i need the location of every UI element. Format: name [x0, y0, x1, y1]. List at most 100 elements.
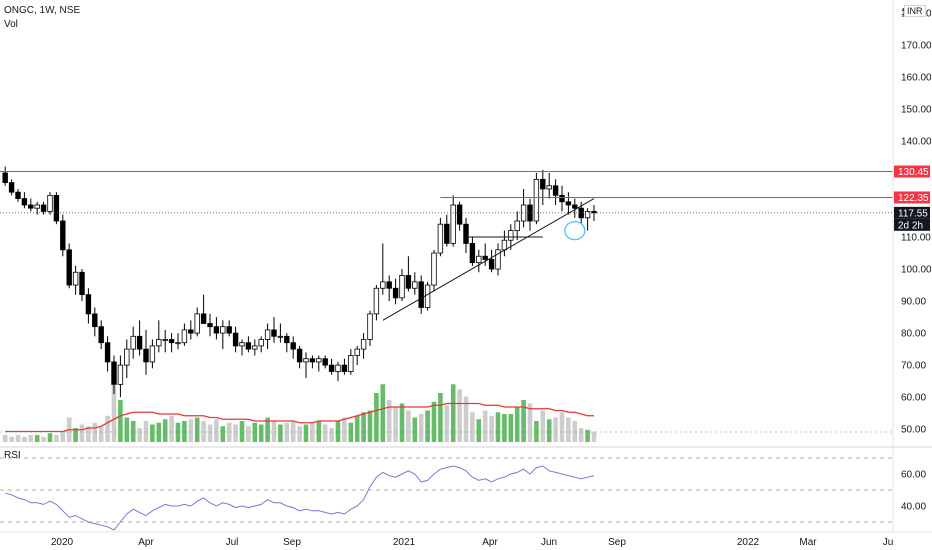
volume-bar [380, 384, 386, 442]
price-tick-label: 80.00 [901, 329, 926, 340]
candle [271, 317, 277, 343]
volume-bar [214, 419, 219, 442]
candle [53, 192, 60, 225]
rsi-line [5, 465, 595, 531]
price-tick-label: 140.00 [901, 136, 932, 147]
price-tag-last-text: 117.55 [898, 208, 928, 219]
candle [264, 323, 271, 350]
candle-body [143, 348, 149, 363]
candle-body [552, 185, 559, 196]
volume-bar [9, 436, 14, 442]
candle-body [284, 335, 290, 344]
volume-ma-line [5, 402, 594, 433]
rsi-tick-label: 60.00 [901, 470, 926, 481]
candle [456, 201, 463, 231]
volume-bar [450, 384, 456, 442]
candle-body [149, 345, 156, 363]
candle [559, 185, 565, 212]
candle [258, 336, 264, 353]
candle [405, 256, 412, 292]
candle [200, 294, 207, 324]
candle [476, 249, 482, 273]
volume-bar [399, 403, 405, 442]
candle [111, 355, 117, 394]
volume-bar [54, 435, 59, 442]
price-tag-122: 122.35 [894, 191, 930, 204]
volume-bar [278, 424, 283, 442]
candle [328, 358, 335, 375]
candle [124, 339, 130, 378]
candle-body [482, 255, 488, 260]
candle-body [309, 358, 316, 363]
candle-body [386, 281, 392, 289]
time-tick-label: 2022 [737, 537, 760, 548]
candle-body [328, 364, 335, 372]
candle [8, 179, 15, 196]
candle-body [565, 201, 572, 206]
volume-bar [348, 422, 354, 442]
symbol-title: ONGC, 1W, NSE [4, 5, 81, 16]
candle-body [15, 191, 21, 199]
volume-bar [514, 407, 520, 442]
candle [47, 192, 53, 215]
candle-body [28, 204, 34, 209]
candle [252, 339, 258, 356]
candle-body [322, 358, 328, 366]
countdown-bg [894, 218, 930, 231]
candle-body [559, 194, 565, 203]
candle [290, 336, 296, 359]
candle-body [316, 358, 322, 363]
candle-body [514, 220, 520, 232]
candle [431, 249, 437, 292]
candle [540, 169, 546, 205]
candle-body [175, 342, 181, 345]
volume-bar [322, 424, 328, 442]
time-tick-label: 2021 [393, 537, 416, 548]
candle [60, 214, 66, 257]
time-tick-label: Jun [541, 537, 557, 548]
candle [367, 310, 373, 346]
candle-body [296, 348, 303, 363]
candle-body [533, 178, 540, 222]
candle-body [405, 275, 412, 289]
time-tick-label: 2020 [51, 537, 74, 548]
candle [181, 323, 188, 346]
candle [527, 198, 533, 231]
volume-bar [271, 421, 277, 442]
volume-bar [310, 422, 315, 442]
volume-bar [86, 426, 91, 442]
candle-body [168, 339, 175, 344]
volume-bar [60, 431, 66, 442]
candle [85, 288, 92, 324]
candle-body [200, 313, 207, 324]
candle [79, 269, 85, 302]
volume-bar [143, 421, 149, 442]
candle [117, 355, 124, 398]
volume-bar [79, 424, 85, 442]
countdown-text: 2d 2h [898, 220, 923, 231]
currency-badge[interactable]: INR [904, 5, 926, 17]
volume-bar [386, 400, 392, 442]
volume-bar [444, 405, 450, 442]
volume-bar [130, 421, 136, 442]
candle [156, 320, 162, 353]
candle [444, 214, 450, 247]
candle [284, 333, 290, 353]
candle-body [66, 249, 72, 286]
price-tick-label: 100.00 [901, 265, 932, 276]
candle [21, 192, 28, 209]
volume-bar [527, 403, 533, 442]
volume-bar [118, 400, 123, 442]
candle [92, 307, 98, 337]
volume-bar [566, 417, 571, 442]
candle-body [501, 239, 508, 251]
time-tick-label: Mar [799, 537, 817, 548]
candle [213, 317, 220, 340]
time-tick-label: Apr [138, 537, 154, 548]
candle-body [188, 329, 194, 334]
candle-body [124, 348, 130, 366]
candle-body [431, 252, 437, 286]
candle [437, 217, 444, 257]
volume-bar [534, 421, 539, 442]
